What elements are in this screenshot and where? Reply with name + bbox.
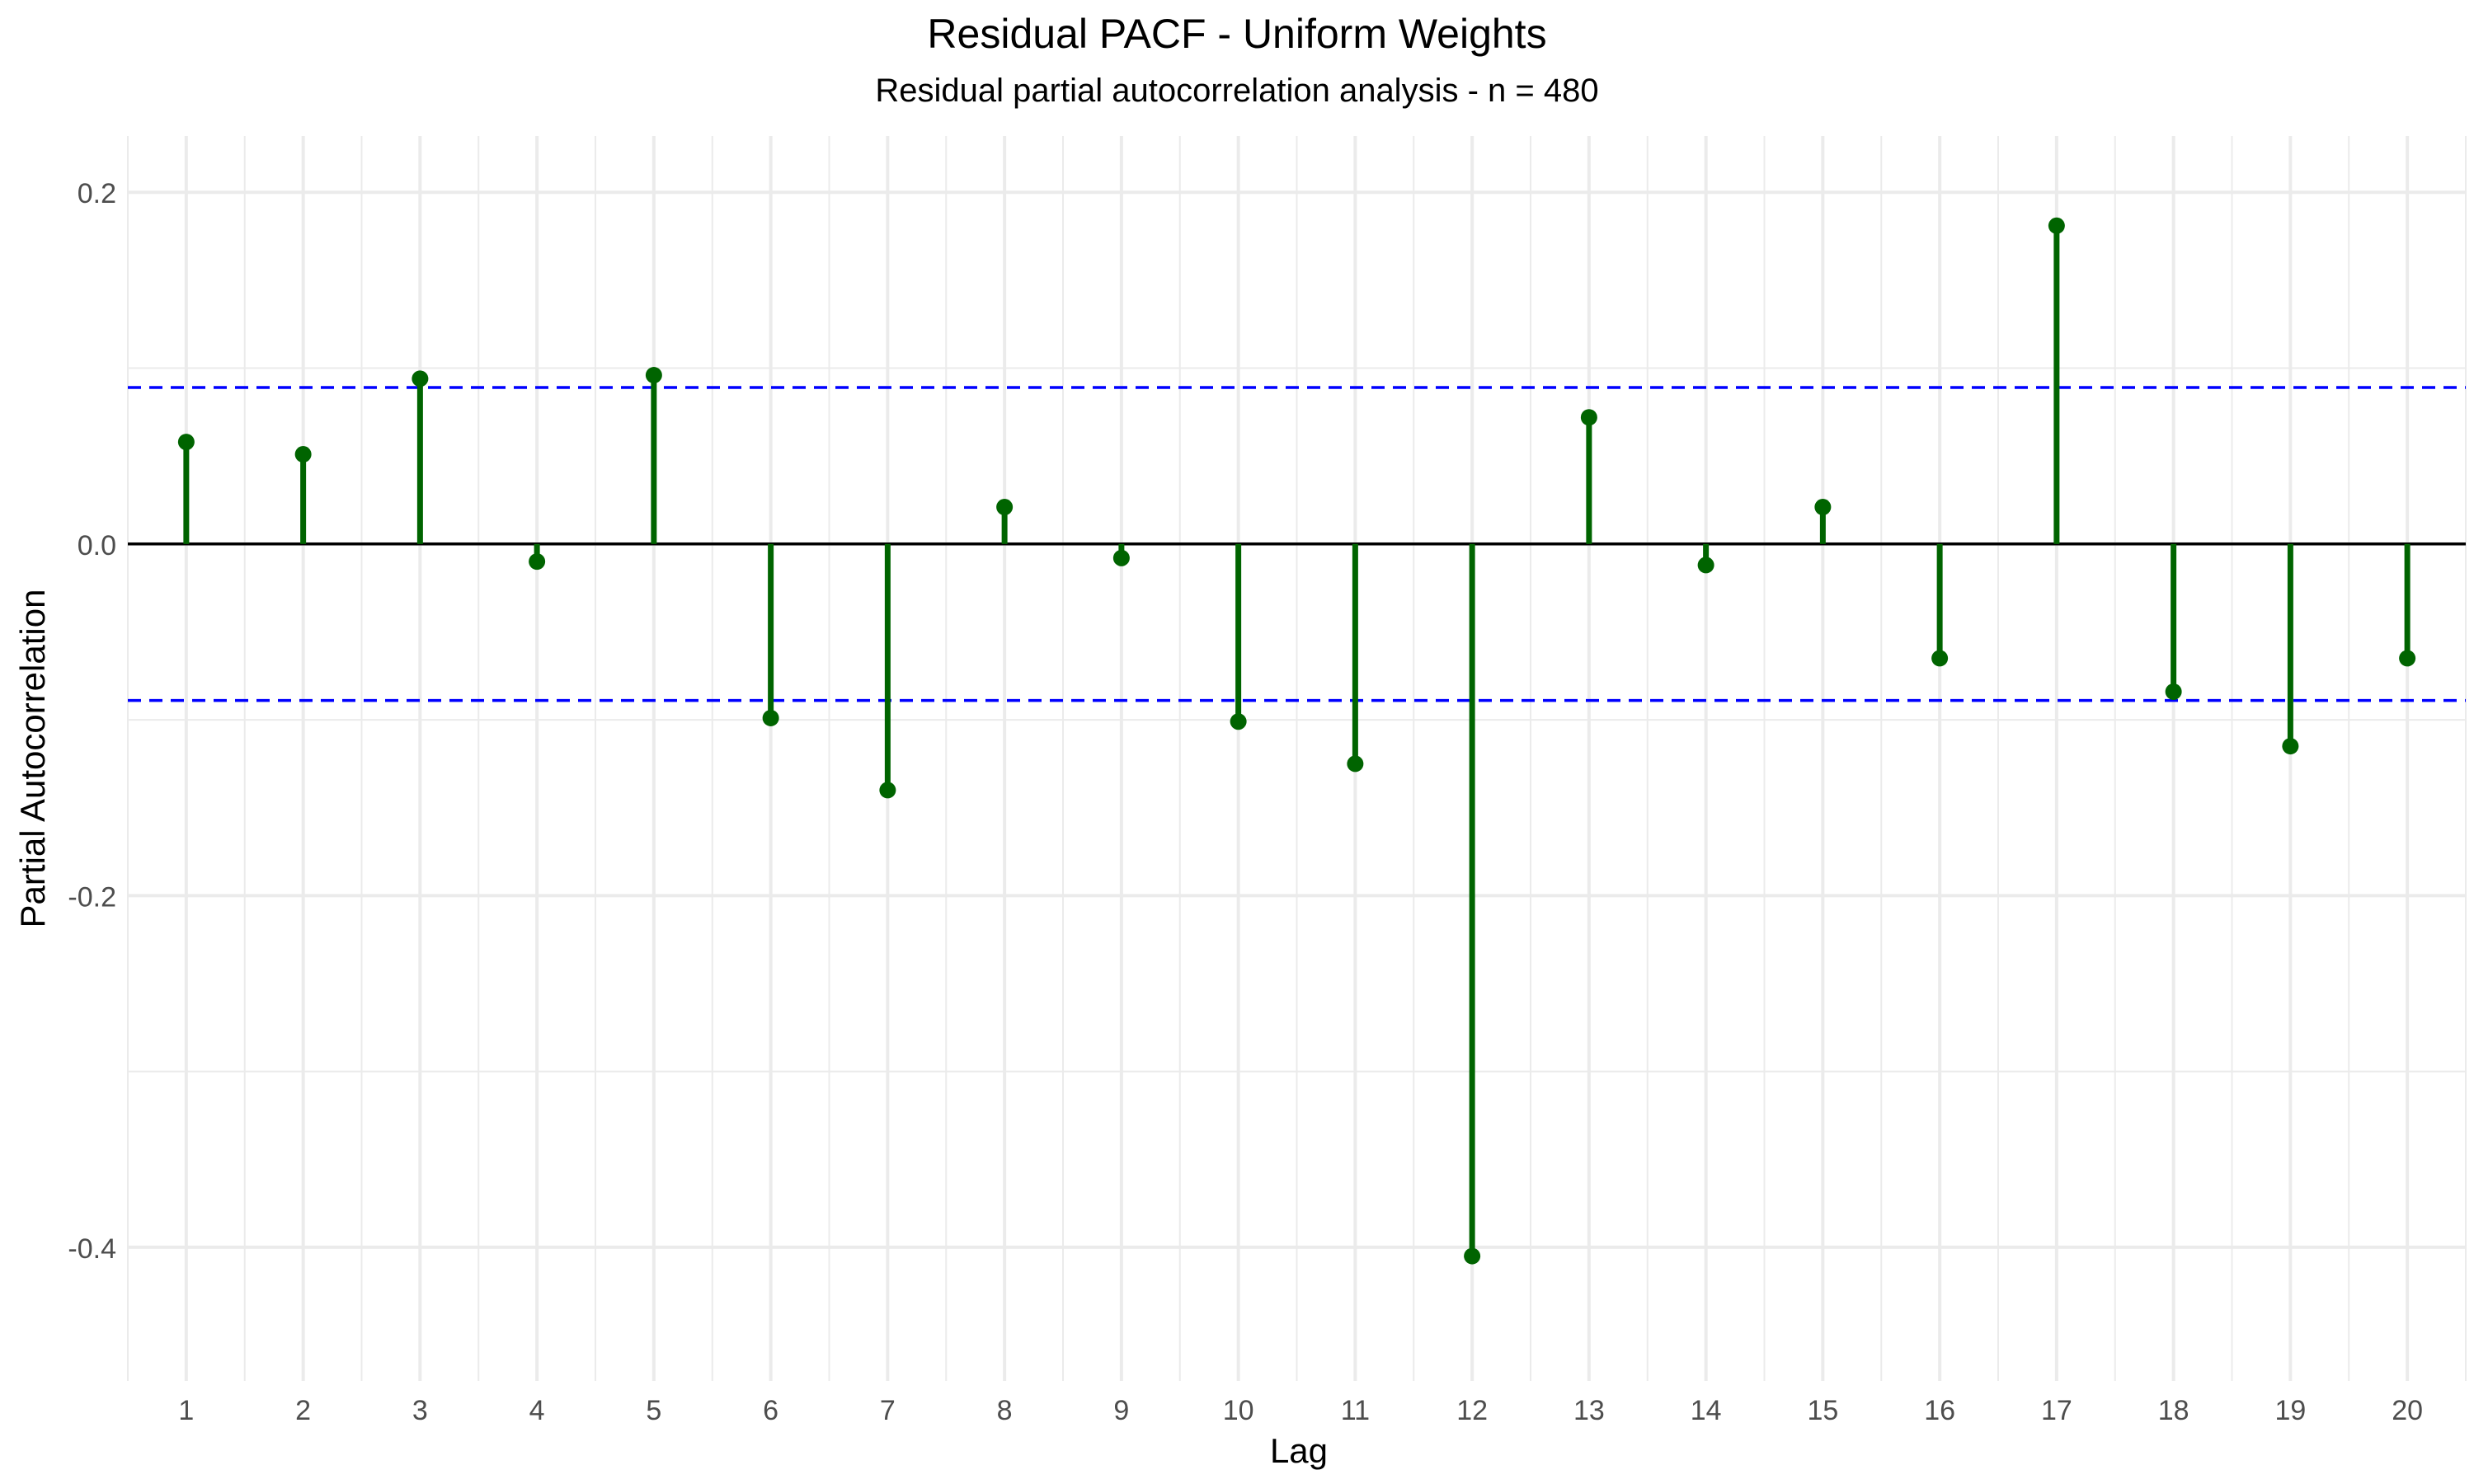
x-tick-label: 10 — [1223, 1395, 1254, 1426]
stem-point — [529, 553, 546, 571]
stem-layer — [177, 217, 2416, 1265]
x-tick-label: 19 — [2274, 1395, 2306, 1426]
stem-point — [645, 367, 662, 384]
x-tick-label: 6 — [763, 1395, 778, 1426]
y-axis-title: Partial Autocorrelation — [13, 589, 52, 928]
stem-point — [1580, 409, 1597, 426]
stem-point — [2399, 650, 2416, 667]
stem-point — [294, 446, 312, 463]
x-tick-label: 20 — [2392, 1395, 2423, 1426]
stem-point — [412, 370, 429, 387]
y-tick-label: 0.0 — [78, 530, 116, 561]
stem-point — [996, 499, 1014, 516]
x-tick-label: 8 — [997, 1395, 1013, 1426]
y-tick-label: 0.2 — [78, 178, 116, 209]
stem-point — [2165, 683, 2182, 700]
x-tick-label: 4 — [529, 1395, 545, 1426]
x-tick-label: 3 — [412, 1395, 428, 1426]
stem-point — [1347, 755, 1364, 773]
stem-point — [1464, 1247, 1481, 1265]
stem-point — [762, 709, 779, 726]
y-tick-label: -0.4 — [68, 1233, 116, 1265]
stem-point — [1814, 499, 1832, 516]
stem-point — [2282, 738, 2299, 755]
x-axis-title: Lag — [1270, 1431, 1328, 1470]
stem-point — [1230, 713, 1247, 730]
stem-point — [1697, 556, 1714, 574]
y-tick-label: -0.2 — [68, 881, 116, 913]
x-tick-label: 18 — [2158, 1395, 2189, 1426]
stem-point — [879, 782, 896, 799]
x-tick-label: 9 — [1113, 1395, 1129, 1426]
confidence-band-layer — [128, 386, 2466, 702]
grid-layer — [127, 136, 2467, 1381]
stem-point — [1931, 650, 1949, 667]
x-tick-label: 13 — [1573, 1395, 1605, 1426]
x-tick-label: 2 — [295, 1395, 311, 1426]
chart-subtitle: Residual partial autocorrelation analysi… — [875, 73, 1599, 109]
x-tick-label: 12 — [1456, 1395, 1488, 1426]
stem-point — [1112, 549, 1130, 566]
x-tick-label: 17 — [2041, 1395, 2072, 1426]
x-tick-label: 15 — [1807, 1395, 1838, 1426]
x-tick-label: 11 — [1341, 1395, 1370, 1426]
stem-point — [2048, 217, 2065, 234]
x-tick-label: 1 — [178, 1395, 194, 1426]
x-tick-label: 5 — [646, 1395, 661, 1426]
tick-label-layer: -0.4-0.20.00.21 2 3 4 5 6 7 8 9 10 11 12 13 14 15 16 17 1… — [68, 178, 2423, 1426]
x-tick-label: 7 — [880, 1395, 896, 1426]
x-tick-label: 16 — [1924, 1395, 1955, 1426]
chart-title: Residual PACF - Uniform Weights — [927, 11, 1547, 57]
stem-point — [177, 434, 195, 451]
x-tick-label: 14 — [1691, 1395, 1722, 1426]
